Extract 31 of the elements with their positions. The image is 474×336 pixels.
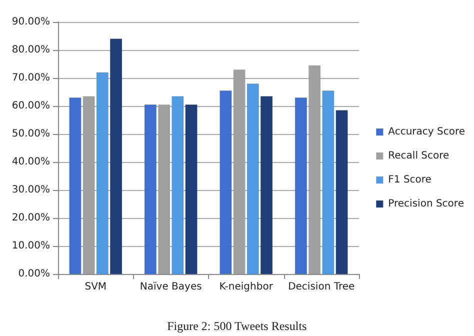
y-tick-label: 20.00% — [12, 212, 50, 224]
bar — [69, 98, 82, 274]
caption: Figure 2: 500 Tweets Results — [167, 319, 308, 333]
bar — [336, 110, 348, 274]
x-tick-label: Naïve Bayes — [140, 282, 202, 292]
x-tick-label: SVM — [84, 282, 107, 292]
y-tick-label: 40.00% — [12, 156, 50, 168]
y-tick-label: 60.00% — [12, 100, 50, 112]
bar — [144, 104, 156, 274]
y-tick-label: 10.00% — [12, 240, 50, 252]
y-tick-label: 50.00% — [12, 128, 50, 140]
bar — [96, 72, 108, 274]
bar — [172, 96, 184, 274]
bar — [110, 38, 122, 274]
y-tick-label: 70.00% — [12, 72, 50, 84]
bar — [247, 84, 259, 274]
legend-label: Precision Score — [388, 198, 464, 210]
legend-label: Recall Score — [388, 150, 450, 162]
y-tick-label: 30.00% — [12, 184, 50, 196]
bar — [220, 90, 232, 274]
x-tick-label: K-neighbor — [219, 282, 274, 292]
legend-label: Accuracy Score — [388, 126, 466, 138]
bar — [295, 98, 307, 274]
x-tick-label: Decision Tree — [288, 282, 355, 292]
y-tick-label: 0.00% — [18, 268, 50, 280]
bar — [322, 90, 334, 274]
bar — [260, 96, 272, 274]
y-tick-label: 90.00% — [12, 16, 50, 28]
bar — [185, 104, 198, 274]
y-tick-label: 80.00% — [12, 44, 50, 56]
legend-label: F1 Score — [388, 174, 432, 186]
